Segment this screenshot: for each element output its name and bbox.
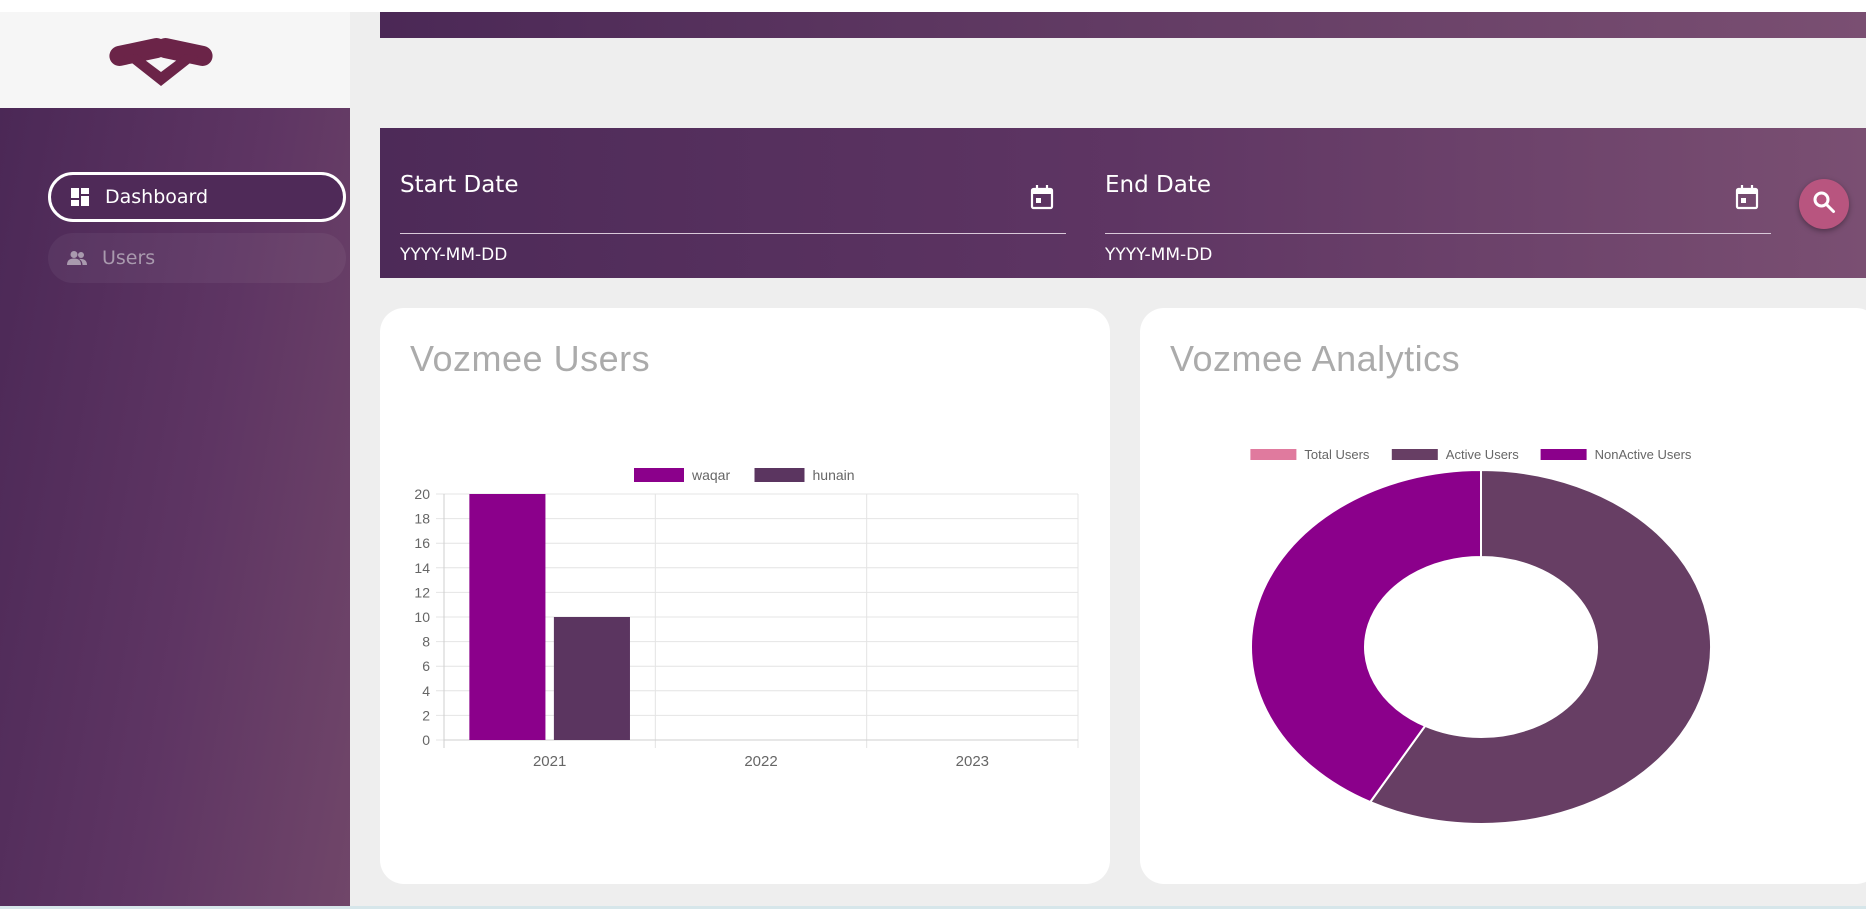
start-date-field[interactable]: Start Date YYYY-MM-DD	[380, 128, 1066, 278]
window-bottom-edge	[0, 906, 1866, 909]
end-date-hint: YYYY-MM-DD	[1105, 245, 1213, 265]
end-date-underline	[1105, 233, 1771, 234]
y-tick-label: 14	[414, 560, 430, 576]
analytics-chart-card: Vozmee Analytics Total Users Active Users…	[1140, 308, 1866, 884]
y-tick-label: 10	[414, 609, 430, 625]
y-tick-label: 12	[414, 584, 430, 600]
sidebar: Dashboard Users	[0, 108, 350, 907]
bar-hunain-2021	[553, 617, 630, 740]
y-tick-label: 8	[422, 634, 430, 650]
calendar-icon[interactable]	[1030, 184, 1054, 214]
legend-label-active-users: Active Users	[1446, 447, 1519, 462]
legend-label-waqar: waqar	[691, 467, 730, 483]
y-tick-label: 4	[422, 683, 430, 699]
slice-nonactive-users	[1250, 468, 1482, 804]
top-banner	[380, 12, 1866, 38]
legend-swatch-nonactive-users	[1540, 449, 1587, 460]
date-filter-bar: Start Date YYYY-MM-DD End Date YYYY-MM-D…	[380, 128, 1866, 278]
y-tick-label: 16	[414, 535, 430, 551]
analytics-card-title: Vozmee Analytics	[1170, 338, 1461, 379]
slice-active-users	[1368, 468, 1712, 825]
vozmee-logo-icon[interactable]	[105, 28, 217, 90]
sidebar-item-users[interactable]: Users	[48, 233, 346, 283]
search-icon	[1812, 190, 1836, 218]
legend-swatch-active-users	[1391, 449, 1438, 460]
users-bar-chart: waqar hunain 0 2 4 6 8 10 12 14 16 18 20 2021 2022 2023	[414, 467, 1079, 770]
x-tick-label: 2023	[956, 753, 989, 770]
start-date-underline	[400, 233, 1066, 234]
end-date-label: End Date	[1105, 172, 1211, 198]
y-tick-label: 2	[422, 707, 430, 723]
bar-waqar-2021	[469, 494, 546, 740]
y-tick-label: 20	[414, 486, 430, 502]
legend-swatch-total-users	[1250, 449, 1297, 460]
users-icon	[66, 250, 88, 266]
legend-label-nonactive-users: NonActive Users	[1595, 447, 1692, 462]
y-tick-label: 6	[422, 658, 430, 674]
calendar-icon[interactable]	[1735, 184, 1759, 214]
start-date-label: Start Date	[400, 172, 519, 198]
sidebar-item-label: Dashboard	[105, 186, 209, 208]
logo-box	[0, 12, 350, 108]
sidebar-item-dashboard[interactable]: Dashboard	[48, 172, 346, 222]
analytics-doughnut-chart: Total Users Active Users NonActive Users	[1250, 447, 1712, 825]
legend-label-total-users: Total Users	[1304, 447, 1370, 462]
users-card-title: Vozmee Users	[410, 338, 651, 379]
legend-label-hunain: hunain	[813, 467, 855, 483]
y-tick-label: 18	[414, 511, 430, 527]
x-tick-label: 2021	[533, 753, 566, 770]
x-tick-label: 2022	[744, 753, 777, 770]
y-tick-label: 0	[422, 732, 430, 748]
users-chart-card: Vozmee Users waqar hunain 0 2 4 6 8 10 12 14 16 18 2…	[380, 308, 1110, 884]
sidebar-item-label: Users	[102, 247, 156, 269]
search-button[interactable]	[1799, 179, 1849, 229]
legend-swatch-hunain	[754, 468, 805, 482]
end-date-field[interactable]: End Date YYYY-MM-DD	[1085, 128, 1771, 278]
dashboard-icon	[69, 188, 91, 206]
legend-swatch-waqar	[634, 468, 684, 482]
start-date-hint: YYYY-MM-DD	[400, 245, 508, 265]
